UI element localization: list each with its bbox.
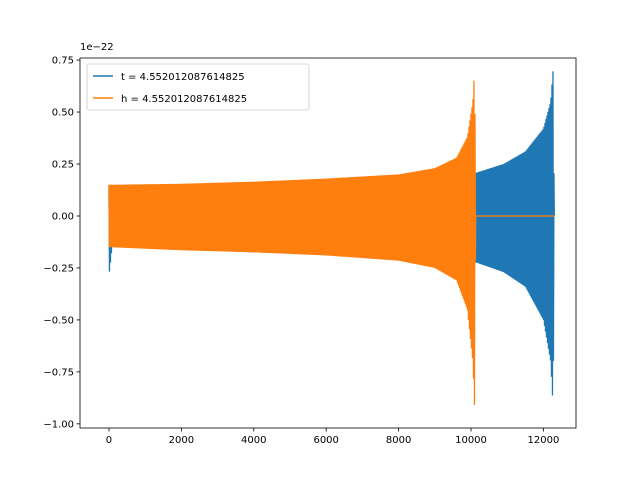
x-tick-label: 10000 — [455, 435, 487, 446]
legend-label-h: h = 4.552012087614825 — [121, 94, 247, 105]
axes — [79, 57, 577, 429]
y-tick-label: 0.00 — [52, 211, 74, 222]
x-axis-ticks: 0 2000 4000 6000 8000 10000 12000 — [106, 428, 560, 446]
x-tick-label: 12000 — [528, 435, 560, 446]
y-tick-label: −1.00 — [43, 419, 74, 430]
y-axis-ticks: 0.75 0.50 0.25 0.00 −0.25 −0.50 −0.75 −1.00 — [43, 56, 80, 430]
series-line-h — [108, 80, 555, 405]
legend: t = 4.552012087614825 h = 4.552012087614… — [86, 63, 310, 111]
plot-area — [108, 71, 555, 405]
legend-box — [86, 63, 310, 111]
axes-frame — [79, 57, 577, 429]
y-tick-label: 0.75 — [52, 56, 74, 67]
y-tick-label: −0.75 — [43, 367, 74, 378]
y-tick-label: −0.25 — [43, 263, 74, 274]
y-offset-label: 1e−22 — [80, 42, 114, 53]
x-tick-label: 2000 — [169, 435, 194, 446]
x-tick-label: 8000 — [386, 435, 411, 446]
y-tick-label: 0.25 — [52, 160, 74, 171]
y-tick-label: −0.50 — [43, 315, 74, 326]
legend-label-t: t = 4.552012087614825 — [121, 72, 245, 83]
x-tick-label: 0 — [106, 435, 112, 446]
y-tick-label: 0.50 — [52, 108, 74, 119]
x-tick-label: 4000 — [241, 435, 266, 446]
x-tick-label: 6000 — [313, 435, 338, 446]
